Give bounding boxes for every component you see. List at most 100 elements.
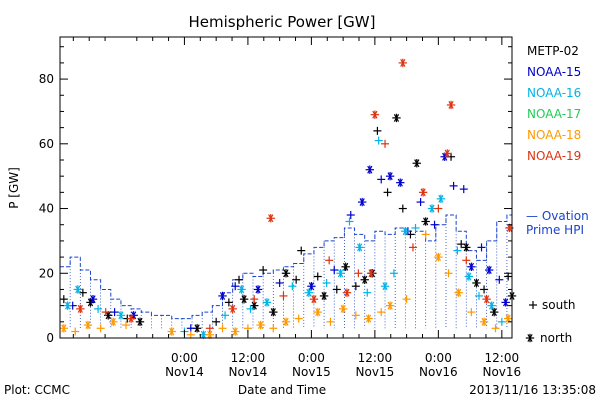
marker-north [380, 282, 390, 291]
marker-south [326, 317, 335, 326]
marker-south [377, 175, 386, 184]
marker-north [421, 217, 430, 226]
marker-north [83, 320, 93, 330]
marker-north [281, 269, 291, 278]
marker-south [218, 324, 227, 333]
x-tick-date-label: Nov15 [292, 365, 331, 379]
marker-south [250, 295, 259, 304]
marker-north [309, 294, 319, 304]
marker-north [73, 285, 82, 294]
marker-south [449, 181, 458, 190]
footer-plot-credit: Plot: CCMC [4, 383, 70, 397]
marker-south [480, 285, 489, 294]
axes-layer: 0204060800:00Nov1412:00Nov140:00Nov1512:… [39, 36, 521, 379]
marker-south [529, 301, 537, 309]
marker-south [96, 324, 105, 333]
marker-south [279, 291, 288, 300]
marker-north [342, 288, 352, 297]
marker-north [364, 314, 373, 323]
marker-north [464, 272, 474, 281]
marker-south [491, 324, 500, 333]
marker-north [88, 294, 98, 304]
marker-north [418, 188, 428, 197]
marker-north [396, 178, 405, 187]
marker-north [231, 327, 240, 336]
legend-entry: NOAA-16 [527, 86, 581, 100]
marker-south [346, 211, 355, 220]
marker-south [389, 269, 398, 278]
marker-north [307, 282, 316, 291]
marker-north [256, 320, 265, 330]
marker-north [487, 301, 496, 310]
marker-south [101, 308, 110, 317]
marker-south [122, 321, 131, 330]
y-tick-label: 20 [39, 266, 54, 280]
marker-south [235, 275, 244, 284]
y-tick-label: 40 [39, 202, 54, 216]
marker-north [385, 171, 395, 181]
marker-north [454, 288, 463, 297]
marker-north [446, 100, 456, 110]
marker-south [444, 269, 453, 278]
marker-south [322, 278, 331, 287]
marker-north [135, 317, 145, 327]
marker-north [109, 317, 118, 327]
marker-north [269, 307, 278, 317]
marker-south [495, 275, 504, 284]
marker-north [482, 294, 491, 304]
x-tick-date-label: Nov14 [165, 365, 204, 379]
marker-south [269, 324, 278, 333]
marker-south [383, 188, 392, 197]
marker-south [71, 327, 80, 336]
marker-north [336, 269, 345, 278]
marker-north [366, 269, 376, 278]
marker-south [504, 272, 513, 281]
marker-north [218, 291, 227, 301]
x-tick-time-label: 0:00 [298, 351, 325, 365]
marker-south [231, 282, 240, 291]
marker-north [525, 333, 535, 343]
marker-north [319, 291, 329, 301]
legend-ovation-label: — Ovation [526, 209, 589, 223]
footer-timestamp: 2013/11/16 13:35:08 [469, 383, 596, 397]
marker-south [408, 243, 417, 252]
marker-north [443, 149, 452, 158]
plot-frame [59, 36, 513, 339]
marker-south [110, 308, 119, 317]
marker-north [479, 317, 489, 327]
marker-south [497, 317, 506, 326]
legend-north-label: north [540, 331, 572, 345]
marker-south [325, 256, 334, 265]
legend-entry: NOAA-19 [527, 149, 581, 163]
marker-north [266, 214, 275, 223]
marker-south [212, 317, 221, 326]
marker-south [467, 308, 476, 317]
marker-north [116, 311, 126, 320]
legend-entry: NOAA-18 [527, 128, 581, 142]
marker-south [186, 330, 195, 339]
y-tick-label: 80 [39, 72, 54, 86]
marker-north [401, 226, 410, 236]
marker-south [374, 136, 383, 145]
marker-south [421, 230, 430, 239]
marker-north [126, 314, 136, 323]
marker-south [294, 314, 303, 323]
legend-entry: NOAA-17 [527, 107, 581, 121]
marker-south [363, 288, 372, 297]
marker-north [392, 113, 401, 123]
marker-south [332, 285, 341, 294]
marker-south [373, 126, 382, 135]
marker-south [453, 246, 462, 255]
y-tick-label: 60 [39, 137, 54, 151]
marker-north [412, 159, 421, 168]
marker-south [459, 185, 468, 194]
marker-north [436, 194, 446, 204]
y-axis-label: P [GW] [7, 167, 21, 209]
x-axis-label: Date and Time [238, 383, 326, 397]
marker-north [370, 110, 380, 119]
legend-south-label: south [542, 298, 576, 312]
y-tick-label: 0 [46, 331, 54, 345]
marker-north [228, 304, 237, 314]
marker-south [59, 295, 68, 304]
marker-north [237, 285, 246, 294]
